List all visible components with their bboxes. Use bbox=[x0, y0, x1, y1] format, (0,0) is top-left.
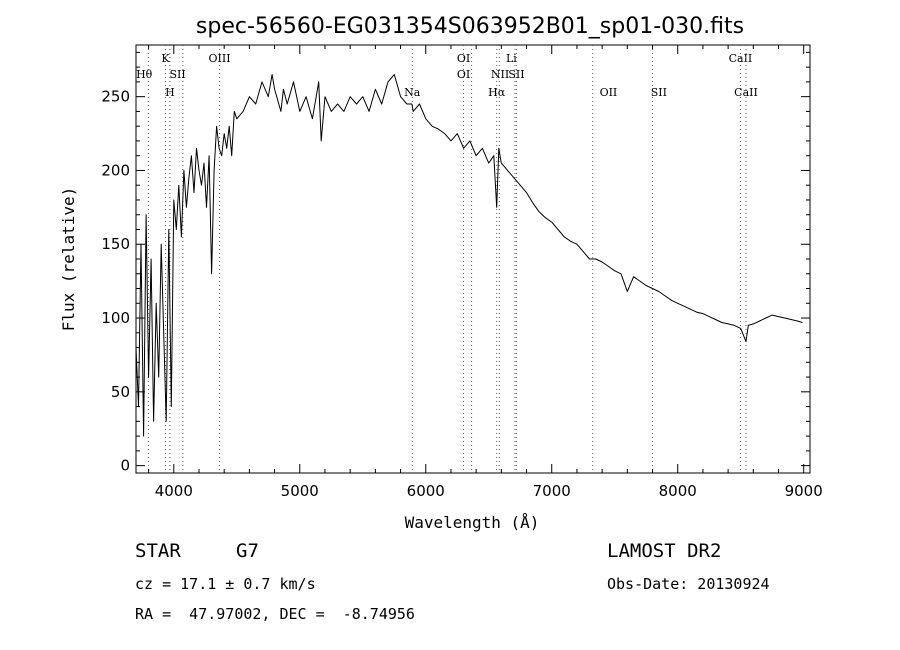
chart-title: spec-56560-EG031354S063952B01_sp01-030.f… bbox=[196, 14, 744, 39]
spectral-line-label: CaII bbox=[729, 52, 753, 65]
x-tick-label: 9000 bbox=[785, 482, 823, 500]
y-tick-label: 100 bbox=[101, 309, 130, 327]
spectral-line-label: Hα bbox=[488, 86, 506, 99]
spectral-line-label: SII bbox=[169, 68, 185, 81]
x-tick-label: 5000 bbox=[281, 482, 319, 500]
survey-name: LAMOST DR2 bbox=[607, 540, 722, 562]
plot-border bbox=[135, 44, 811, 474]
y-tick-label: 150 bbox=[101, 235, 130, 253]
spectral-line-label: Hθ bbox=[136, 68, 153, 81]
spectral-line-label: SII bbox=[651, 86, 667, 99]
spectrum-series bbox=[135, 74, 803, 437]
obs-date: Obs-Date: 20130924 bbox=[607, 575, 770, 593]
y-tick-label: 50 bbox=[111, 383, 130, 401]
spectral-line-label: NII bbox=[491, 68, 509, 81]
plot-frame bbox=[135, 44, 811, 474]
spectral-line-label: OI bbox=[457, 68, 470, 81]
y-tick-label: 200 bbox=[101, 161, 130, 179]
spectral-line-label: CaII bbox=[734, 86, 758, 99]
y-axis-label: Flux (relative) bbox=[59, 187, 78, 332]
x-tick-label: 6000 bbox=[407, 482, 445, 500]
spectral-line-label: Na bbox=[404, 86, 421, 99]
subclass: G7 bbox=[236, 540, 259, 562]
spectral-line-label: K bbox=[161, 52, 170, 65]
coordinates: RA = 47.97002, DEC = -8.74956 bbox=[135, 605, 415, 623]
object-type: STAR bbox=[135, 540, 181, 562]
y-tick-label: 0 bbox=[120, 457, 130, 475]
spectral-line-label: SII bbox=[508, 68, 524, 81]
x-axis-label: Wavelength (Å) bbox=[405, 513, 540, 532]
spectral-line-label: OII bbox=[600, 86, 618, 99]
x-tick-label: 7000 bbox=[533, 482, 571, 500]
velocity: cz = 17.1 ± 0.7 km/s bbox=[135, 575, 316, 593]
series-layer bbox=[135, 74, 803, 437]
x-tick-label: 8000 bbox=[659, 482, 697, 500]
x-tick-label: 4000 bbox=[155, 482, 193, 500]
axis-ticks: 4000 5000 6000 7000 8000 9000 0 50 100 150 200 250 bbox=[101, 45, 823, 500]
spectral-line-label: Li bbox=[506, 52, 517, 65]
spectral-line-label: OIII bbox=[208, 52, 230, 65]
spectral-line-label: OI bbox=[457, 52, 470, 65]
y-tick-label: 250 bbox=[101, 88, 130, 106]
spectral-line-label: H bbox=[165, 86, 175, 99]
